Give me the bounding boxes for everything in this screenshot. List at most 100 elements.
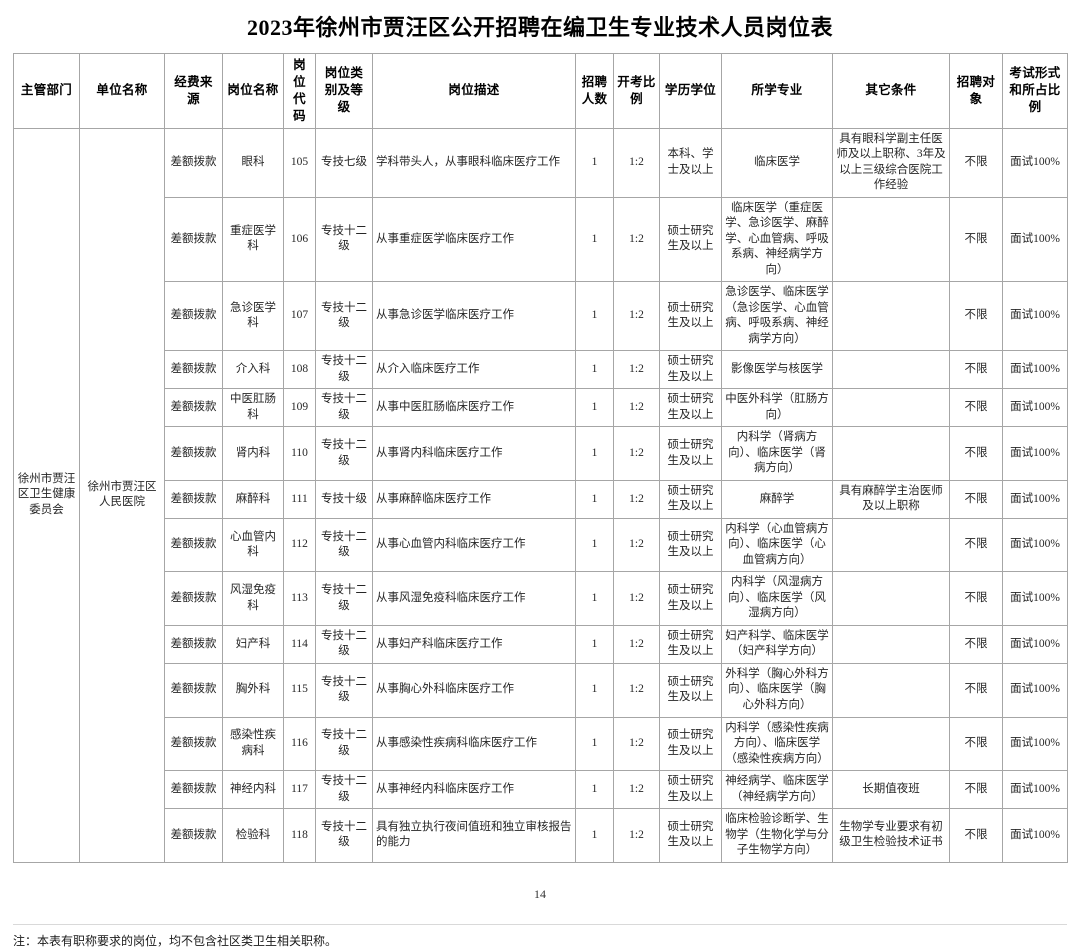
page-number: 14 — [534, 886, 546, 901]
cell-funding: 差额拨款 — [164, 517, 223, 573]
table-header: 主管部门 单位名称 经费来源 岗位名称 岗位代码 岗位类别及等级 岗位描述 招聘… — [13, 53, 1068, 129]
cell-post-name: 中医肛肠科 — [222, 388, 284, 428]
cell-post-code: 111 — [283, 479, 316, 519]
cell-education: 硕士研究生及以上 — [659, 716, 722, 772]
cell-post-desc: 从事妇产科临床医疗工作 — [372, 624, 576, 664]
cell-target: 不限 — [949, 662, 1003, 718]
document-page: 2023年徐州市贾汪区公开招聘在编卫生专业技术人员岗位表 — [0, 15, 1080, 948]
table-row: 差额拨款 重症医学科 106 专技十二级 从事重症医学临床医疗工作 1 1:2 硕士研究生及以… — [14, 196, 1068, 283]
cell-education: 硕士研究生及以上 — [659, 281, 722, 352]
table-row: 差额拨款 急诊医学科 107 专技十二级 从事急诊医学临床医疗工作 1 1:2 硕士研究生及以… — [14, 281, 1068, 352]
cell-other: 生物学专业要求有初级卫生检验技术证书 — [832, 808, 950, 863]
cell-major: 临床医学（重症医学、急诊医学、麻醉学、心血管病、呼吸系病、神经病学方向） — [721, 196, 833, 283]
cell-other — [832, 196, 950, 283]
cell-post-name: 感染性疾病科 — [222, 716, 284, 772]
cell-target: 不限 — [949, 808, 1003, 863]
cell-post-type: 专技十二级 — [315, 770, 373, 810]
col-header-major: 所学专业 — [721, 53, 833, 129]
cell-post-type: 专技十二级 — [315, 662, 373, 718]
cell-post-name: 重症医学科 — [222, 196, 284, 283]
cell-headcount: 1 — [575, 127, 614, 198]
cell-other — [832, 426, 950, 481]
cell-major: 临床医学 — [721, 127, 833, 198]
cell-exam-ratio: 1:2 — [613, 517, 660, 573]
page-title: 2023年徐州市贾汪区公开招聘在编卫生专业技术人员岗位表 — [246, 15, 833, 40]
cell-major: 影像医学与核医学 — [721, 350, 833, 390]
cell-education: 硕士研究生及以上 — [659, 426, 722, 481]
cell-target: 不限 — [949, 517, 1003, 573]
cell-funding: 差额拨款 — [164, 479, 223, 519]
col-header-exam-ratio: 开考比例 — [613, 53, 660, 129]
cell-exam-ratio: 1:2 — [613, 571, 660, 626]
cell-other: 具有眼科学副主任医师及以上职称、3年及以上三级综合医院工作经验 — [832, 127, 950, 198]
cell-post-type: 专技十二级 — [315, 426, 373, 481]
cell-major: 妇产科学、临床医学（妇产科学方向） — [721, 624, 833, 664]
cell-post-type: 专技十二级 — [315, 571, 373, 626]
cell-target: 不限 — [949, 426, 1003, 481]
col-header-exam-form: 考试形式和所占比例 — [1002, 53, 1068, 129]
cell-exam-form: 面试100% — [1002, 196, 1068, 283]
cell-post-code: 116 — [283, 716, 316, 772]
cell-headcount: 1 — [575, 350, 614, 390]
cell-post-desc: 从事中医肛肠临床医疗工作 — [372, 388, 576, 428]
cell-post-desc: 从事重症医学临床医疗工作 — [372, 196, 576, 283]
cell-target: 不限 — [949, 196, 1003, 283]
cell-headcount: 1 — [575, 808, 614, 863]
cell-exam-ratio: 1:2 — [613, 350, 660, 390]
cell-education: 硕士研究生及以上 — [659, 196, 722, 283]
cell-exam-form: 面试100% — [1002, 388, 1068, 428]
col-header-target: 招聘对象 — [949, 53, 1003, 129]
cell-headcount: 1 — [575, 479, 614, 519]
cell-post-name: 胸外科 — [222, 662, 284, 718]
cell-funding: 差额拨款 — [164, 127, 223, 198]
col-header-headcount: 招聘人数 — [575, 53, 614, 129]
cell-headcount: 1 — [575, 426, 614, 481]
cell-target: 不限 — [949, 479, 1003, 519]
cell-post-code: 109 — [283, 388, 316, 428]
cell-other — [832, 388, 950, 428]
cell-major: 内科学（风湿病方向）、临床医学（风湿病方向） — [721, 571, 833, 626]
cell-other — [832, 281, 950, 352]
cell-headcount: 1 — [575, 517, 614, 573]
cell-other — [832, 716, 950, 772]
cell-major: 急诊医学、临床医学（急诊医学、心血管病、呼吸系病、神经病学方向） — [721, 281, 833, 352]
cell-post-code: 115 — [283, 662, 316, 718]
cell-post-name: 心血管内科 — [222, 517, 284, 573]
cell-exam-form: 面试100% — [1002, 426, 1068, 481]
cell-headcount: 1 — [575, 196, 614, 283]
cell-funding: 差额拨款 — [164, 808, 223, 863]
cell-post-desc: 学科带头人，从事眼科临床医疗工作 — [372, 127, 576, 198]
cell-post-desc: 从事神经内科临床医疗工作 — [372, 770, 576, 810]
cell-target: 不限 — [949, 716, 1003, 772]
cell-major: 中医外科学（肛肠方向） — [721, 388, 833, 428]
cell-post-code: 108 — [283, 350, 316, 390]
table-row: 差额拨款 心血管内科 112 专技十二级 从事心血管内科临床医疗工作 1 1:2 硕士研究生及… — [14, 517, 1068, 573]
col-header-post-desc: 岗位描述 — [372, 53, 576, 129]
cell-exam-ratio: 1:2 — [613, 479, 660, 519]
cell-education: 硕士研究生及以上 — [659, 808, 722, 863]
table-row: 差额拨款 检验科 118 专技十二级 具有独立执行夜间值班和独立审核报告的能力 1 1:2 硕… — [14, 808, 1068, 863]
cell-funding: 差额拨款 — [164, 662, 223, 718]
cell-post-desc: 从事急诊医学临床医疗工作 — [372, 281, 576, 352]
cell-other — [832, 571, 950, 626]
jobs-table: 主管部门 单位名称 经费来源 岗位名称 岗位代码 岗位类别及等级 岗位描述 招聘… — [13, 53, 1068, 863]
cell-major: 内科学（感染性疾病方向）、临床医学（感染性疾病方向） — [721, 716, 833, 772]
jobs-table-wrapper: 主管部门 单位名称 经费来源 岗位名称 岗位代码 岗位类别及等级 岗位描述 招聘… — [0, 53, 1080, 863]
cell-exam-ratio: 1:2 — [613, 716, 660, 772]
cell-major: 临床检验诊断学、生物学（生物化学与分子生物学方向） — [721, 808, 833, 863]
cell-exam-form: 面试100% — [1002, 517, 1068, 573]
cell-education: 硕士研究生及以上 — [659, 350, 722, 390]
col-header-unit: 单位名称 — [79, 53, 165, 129]
cell-post-code: 106 — [283, 196, 316, 283]
cell-funding: 差额拨款 — [164, 571, 223, 626]
table-row: 差额拨款 中医肛肠科 109 专技十二级 从事中医肛肠临床医疗工作 1 1:2 硕士研究生及以… — [14, 388, 1068, 428]
cell-major: 外科学（胸心外科方向）、临床医学（胸心外科方向） — [721, 662, 833, 718]
cell-other: 长期值夜班 — [832, 770, 950, 810]
cell-post-type: 专技十二级 — [315, 350, 373, 390]
cell-exam-form: 面试100% — [1002, 571, 1068, 626]
cell-post-code: 118 — [283, 808, 316, 863]
cell-post-desc: 从介入临床医疗工作 — [372, 350, 576, 390]
cell-post-type: 专技十二级 — [315, 281, 373, 352]
cell-post-type: 专技十级 — [315, 479, 373, 519]
cell-target: 不限 — [949, 127, 1003, 198]
